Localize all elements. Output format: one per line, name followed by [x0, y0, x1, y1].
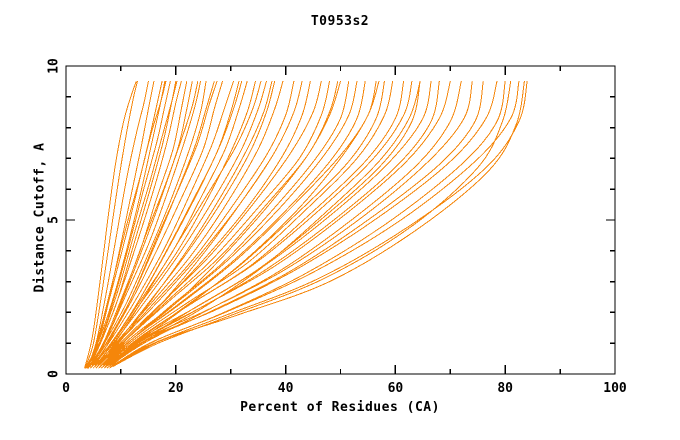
data-curve	[105, 80, 394, 366]
x-tick-label: 80	[497, 381, 513, 396]
y-tick-label: 10	[47, 58, 62, 74]
data-curve	[95, 80, 218, 366]
data-curve	[87, 80, 149, 369]
data-curve	[105, 80, 440, 367]
data-curve	[88, 80, 167, 366]
data-curve	[110, 80, 528, 367]
data-curve	[97, 80, 284, 366]
data-curve	[98, 80, 262, 366]
data-curve	[92, 80, 199, 366]
data-curve	[114, 80, 525, 366]
data-curve	[113, 80, 520, 366]
x-tick-label: 100	[603, 381, 627, 396]
data-curve	[90, 80, 182, 366]
data-curve	[108, 80, 484, 367]
data-curve	[106, 80, 462, 369]
data-curve	[85, 80, 166, 369]
data-curve	[112, 80, 512, 367]
data-curve	[90, 80, 178, 366]
data-curve	[86, 80, 155, 369]
data-curve	[112, 80, 498, 366]
data-curve	[92, 80, 234, 366]
y-tick-label: 5	[47, 216, 62, 224]
data-curve	[89, 80, 223, 367]
data-curve	[87, 80, 188, 369]
x-axis-label: Percent of Residues (CA)	[240, 400, 440, 415]
data-curve	[101, 80, 385, 369]
axis-tick-labels: 0 20 40 60 80 100 0 5 10	[47, 58, 627, 396]
data-curve	[91, 80, 256, 367]
axis-ticks	[65, 65, 616, 375]
x-tick-label: 0	[62, 381, 70, 396]
x-tick-label: 20	[168, 381, 184, 396]
data-curve	[106, 80, 380, 366]
data-curve	[97, 80, 243, 366]
frame-rect	[65, 65, 616, 375]
y-tick-label: 0	[47, 370, 62, 378]
plot-frame	[65, 65, 616, 375]
data-curve	[109, 80, 451, 366]
data-curve	[99, 80, 322, 366]
data-curve	[91, 80, 215, 366]
data-curve	[103, 80, 341, 366]
data-curve	[84, 80, 137, 369]
data-curve	[84, 80, 138, 369]
data-curves	[84, 80, 528, 369]
data-curve	[101, 80, 303, 366]
data-curve	[92, 80, 276, 369]
data-curve	[108, 80, 421, 366]
page-title: T0953s2	[310, 14, 370, 29]
data-curve	[110, 80, 473, 366]
data-curve	[106, 80, 413, 366]
data-curve	[102, 80, 358, 366]
data-curve	[108, 80, 432, 366]
x-tick-label: 40	[278, 381, 294, 396]
y-axis-label: Distance Cutoff, A	[32, 142, 48, 293]
data-curve	[94, 80, 295, 367]
data-curve	[99, 80, 273, 366]
x-tick-label: 60	[388, 381, 404, 396]
